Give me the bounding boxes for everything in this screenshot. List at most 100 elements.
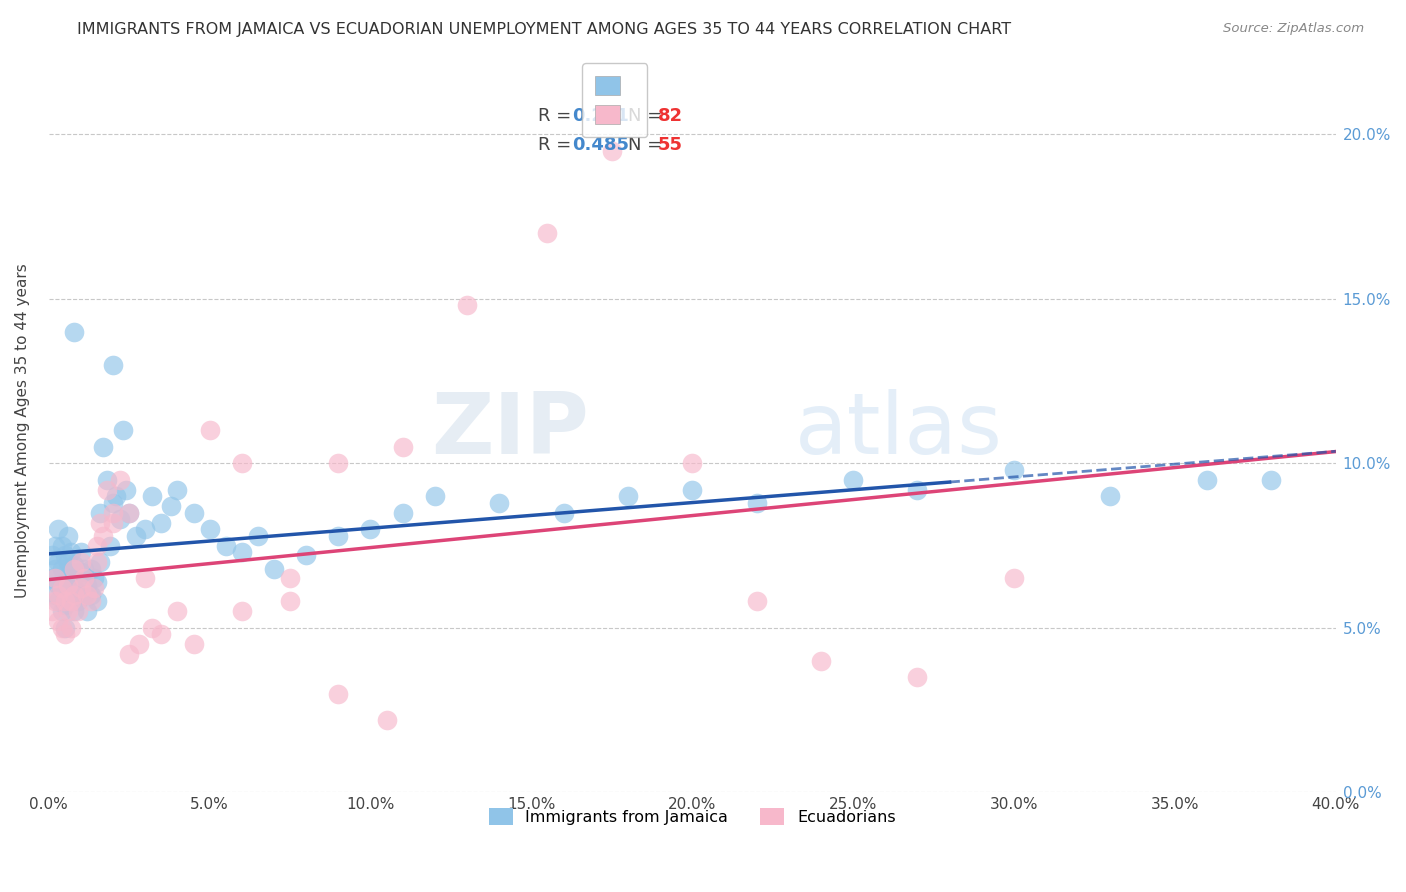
Point — [278, 594, 301, 608]
Point — [48, 588, 70, 602]
Point — [48, 522, 70, 536]
Point — [63, 588, 86, 602]
Point — [60, 565, 83, 579]
Point — [48, 614, 70, 628]
Point — [108, 473, 131, 487]
Point — [124, 529, 146, 543]
Point — [391, 506, 413, 520]
Point — [215, 539, 238, 553]
Point — [66, 594, 89, 608]
Point — [48, 594, 70, 608]
Point — [295, 549, 318, 563]
Point — [51, 561, 73, 575]
Point — [600, 144, 623, 158]
Text: R =: R = — [537, 136, 576, 153]
Point — [73, 561, 96, 575]
Text: N =: N = — [628, 106, 668, 125]
Point — [681, 456, 703, 470]
Point — [810, 654, 832, 668]
Point — [60, 545, 83, 559]
Point — [70, 545, 93, 559]
Point — [53, 574, 76, 589]
Point — [86, 594, 108, 608]
Point — [423, 489, 446, 503]
Point — [183, 506, 205, 520]
Point — [56, 571, 79, 585]
Point — [246, 529, 269, 543]
Point — [1099, 489, 1122, 503]
Point — [70, 588, 93, 602]
Point — [118, 647, 141, 661]
Point — [63, 325, 86, 339]
Point — [79, 561, 101, 575]
Point — [128, 637, 150, 651]
Point — [93, 529, 115, 543]
Point — [166, 483, 188, 497]
Point — [198, 522, 221, 536]
Point — [488, 496, 510, 510]
Point — [96, 483, 118, 497]
Point — [56, 604, 79, 618]
Point — [53, 627, 76, 641]
Point — [101, 496, 124, 510]
Point — [263, 561, 285, 575]
Point — [328, 529, 350, 543]
Point — [842, 473, 865, 487]
Point — [231, 456, 253, 470]
Point — [89, 506, 111, 520]
Point — [231, 545, 253, 559]
Point — [73, 571, 96, 585]
Point — [89, 555, 111, 569]
Point — [44, 539, 66, 553]
Text: 0.241: 0.241 — [572, 106, 630, 125]
Point — [907, 483, 929, 497]
Text: 55: 55 — [658, 136, 682, 153]
Point — [63, 558, 86, 573]
Point — [907, 670, 929, 684]
Point — [391, 440, 413, 454]
Point — [76, 578, 98, 592]
Point — [63, 604, 86, 618]
Point — [118, 506, 141, 520]
Point — [1260, 473, 1282, 487]
Point — [86, 555, 108, 569]
Point — [44, 561, 66, 575]
Point — [150, 627, 173, 641]
Point — [79, 588, 101, 602]
Point — [108, 512, 131, 526]
Point — [53, 549, 76, 563]
Point — [160, 499, 183, 513]
Point — [51, 539, 73, 553]
Point — [183, 637, 205, 651]
Point — [41, 549, 63, 563]
Text: 82: 82 — [658, 106, 682, 125]
Point — [53, 598, 76, 612]
Point — [73, 588, 96, 602]
Text: N =: N = — [628, 136, 668, 153]
Point — [56, 555, 79, 569]
Point — [134, 522, 156, 536]
Y-axis label: Unemployment Among Ages 35 to 44 years: Unemployment Among Ages 35 to 44 years — [15, 263, 30, 598]
Point — [63, 561, 86, 575]
Point — [70, 582, 93, 596]
Point — [745, 496, 768, 510]
Legend: Immigrants from Jamaica, Ecuadorians: Immigrants from Jamaica, Ecuadorians — [479, 798, 905, 835]
Point — [141, 489, 163, 503]
Point — [681, 483, 703, 497]
Point — [456, 298, 478, 312]
Point — [56, 594, 79, 608]
Point — [56, 578, 79, 592]
Point — [105, 489, 128, 503]
Point — [48, 555, 70, 569]
Point — [101, 506, 124, 520]
Point — [41, 571, 63, 585]
Point — [51, 582, 73, 596]
Point — [111, 424, 134, 438]
Point — [51, 621, 73, 635]
Point — [86, 574, 108, 589]
Point — [60, 621, 83, 635]
Point — [360, 522, 382, 536]
Point — [101, 516, 124, 530]
Point — [231, 604, 253, 618]
Point — [198, 424, 221, 438]
